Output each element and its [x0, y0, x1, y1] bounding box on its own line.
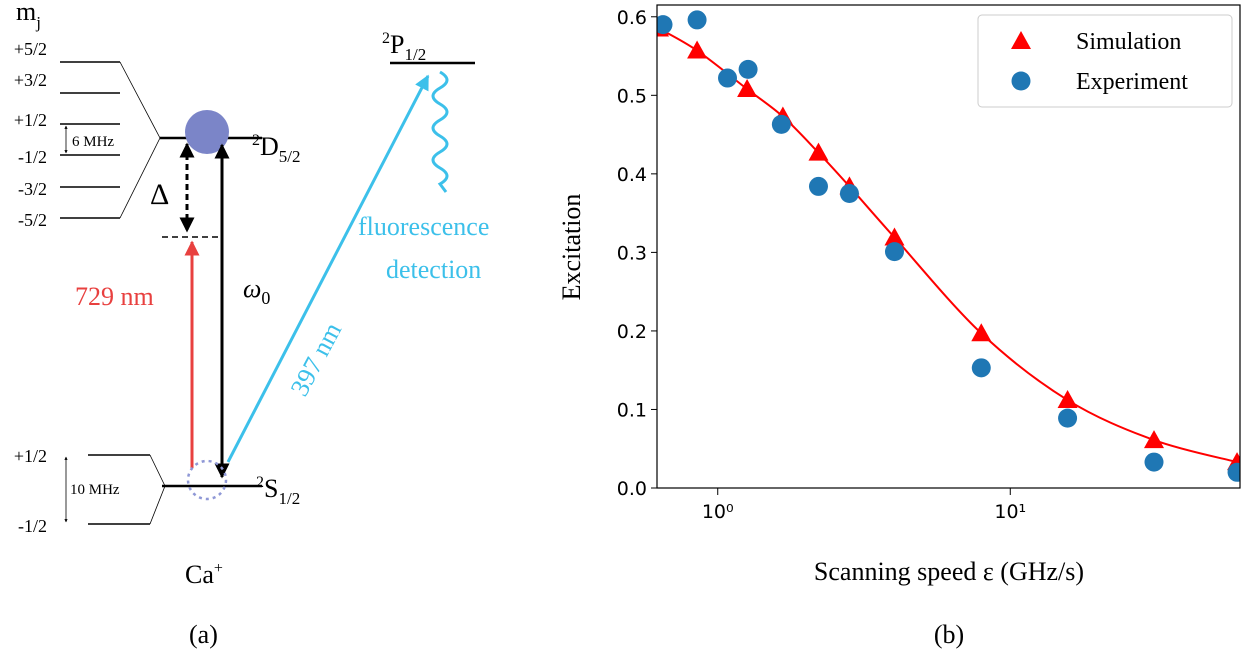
circle-marker — [1058, 408, 1078, 428]
y-tick-label: 0.4 — [617, 164, 647, 186]
triangle-marker — [737, 79, 758, 98]
y-tick-label: 0.6 — [617, 7, 647, 29]
fluorescence-label: fluorescence — [358, 212, 489, 241]
legend: Simulation Experiment — [977, 14, 1233, 108]
circle-marker — [971, 358, 991, 378]
legend-symbol — [1011, 31, 1031, 49]
panel-label: (b) — [934, 620, 964, 649]
triangle-marker — [1057, 390, 1078, 409]
triangle-marker — [687, 40, 708, 59]
triangle-marker — [808, 142, 829, 161]
fluorescence-label: detection — [386, 255, 481, 284]
sublevel-label: -1/2 — [18, 147, 47, 167]
circle-marker — [718, 68, 738, 88]
y-tick-label: 0.1 — [617, 399, 647, 421]
triangle-marker — [971, 323, 992, 342]
legend-label: Simulation — [1076, 29, 1181, 55]
sublevel-label: +1/2 — [14, 446, 47, 466]
p-level-label: 2P1/2 — [382, 30, 426, 64]
sublevel-label: -5/2 — [18, 210, 47, 230]
y-tick-label: 0.5 — [617, 85, 647, 107]
y-tick-label: 0.0 — [617, 478, 647, 500]
sublevel-label: +1/2 — [14, 110, 47, 130]
s-level-label: 2S1/2 — [256, 474, 300, 508]
circle-marker — [839, 183, 859, 203]
d-level-label: 2D5/2 — [252, 132, 301, 166]
sublevel-label: -3/2 — [18, 179, 47, 199]
ion-s-state — [186, 459, 228, 501]
y-axis-label: Excitation — [557, 194, 586, 301]
legend-box — [977, 14, 1233, 108]
circle-marker — [738, 59, 758, 79]
sublevel-label: -1/2 — [18, 516, 47, 536]
plot-area — [657, 10, 1240, 482]
x-tick-label: 10¹ — [994, 501, 1026, 523]
circle-marker — [771, 114, 791, 134]
mj-label: mj — [16, 0, 41, 32]
triangle-marker — [884, 227, 905, 246]
splitting-label: 6 MHz — [72, 134, 114, 150]
y-tick-label: 0.3 — [617, 242, 647, 264]
circle-marker — [808, 176, 828, 196]
plot-frame — [656, 4, 1241, 489]
ion-label: Ca+ — [185, 560, 223, 589]
fluorescence-wave — [431, 70, 449, 193]
level-diagram: mj +5/2 +3/2 +1/2 -1/2 -3/2 -5/2 6 MHz Δ… — [14, 0, 490, 649]
ion-d-state — [185, 110, 229, 154]
legend-label: Experiment — [1076, 69, 1188, 95]
x-axis-label: Scanning speed ε (GHz/s) — [814, 557, 1084, 586]
circle-marker — [884, 242, 904, 262]
chart: Excitation Scanning speed ε (GHz/s) (b) … — [557, 4, 1241, 649]
laser-397-label: 397 nm — [285, 318, 348, 401]
legend-symbol — [1011, 71, 1031, 91]
sublevel-label: +5/2 — [14, 39, 47, 59]
triangle-marker — [1144, 430, 1165, 449]
s-sublevels — [64, 454, 262, 525]
laser-397-arrow — [226, 74, 430, 463]
sublevel-label: +3/2 — [14, 70, 47, 90]
d-sublevel-labels: +5/2 +3/2 +1/2 -1/2 -3/2 -5/2 — [14, 39, 47, 230]
circle-marker — [657, 15, 673, 35]
circle-marker — [687, 10, 707, 30]
omega-label: ω0 — [243, 274, 270, 308]
y-tick-label: 0.2 — [617, 321, 647, 343]
circle-marker — [1144, 452, 1164, 472]
detuning-label: Δ — [150, 178, 169, 211]
panel-label: (a) — [189, 620, 218, 649]
circle-marker — [1227, 462, 1240, 482]
splitting-label: 10 MHz — [70, 482, 120, 498]
laser-729-label: 729 nm — [75, 282, 154, 311]
x-tick-label: 10⁰ — [702, 501, 734, 523]
